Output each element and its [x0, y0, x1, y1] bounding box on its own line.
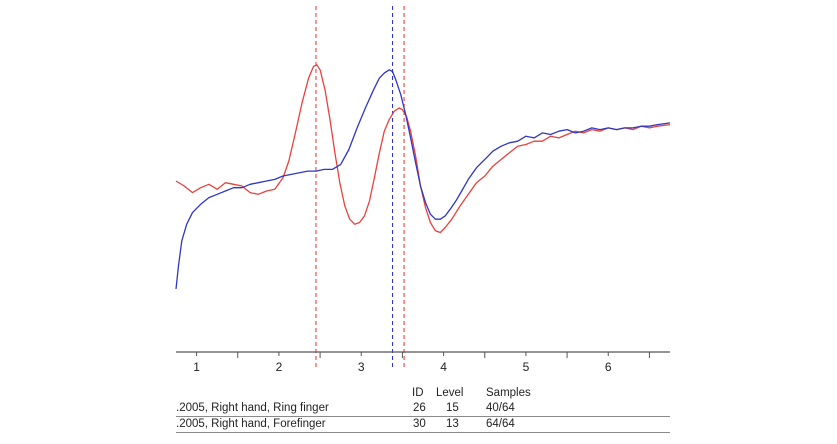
- legend-row-samples: 40/64: [486, 402, 515, 414]
- legend-table: ID Level Samples .2005, Right hand, Ring…: [176, 386, 670, 433]
- legend-row-id: 26: [413, 402, 426, 414]
- x-tick-label: 1: [193, 360, 200, 374]
- series-lines: [175, 64, 671, 289]
- legend-row-name: .2005, Right hand, Forefinger: [176, 418, 326, 430]
- x-tick-label: 4: [440, 360, 447, 374]
- legend-row-forefinger[interactable]: .2005, Right hand, Forefinger 30 13 64/6…: [176, 417, 670, 433]
- legend-header-id: ID: [412, 387, 424, 399]
- series-line-forefinger: [175, 69, 671, 289]
- legend-row-id: 30: [413, 418, 426, 430]
- legend-row-ring-finger[interactable]: .2005, Right hand, Ring finger 26 15 40/…: [176, 401, 670, 417]
- legend-row-name: .2005, Right hand, Ring finger: [176, 402, 329, 414]
- x-axis-ticks: 1 2 3 4 5 6: [193, 352, 650, 374]
- x-tick-label: 3: [358, 360, 365, 374]
- marker-lines: [315, 6, 405, 370]
- legend-row-level: 13: [446, 418, 459, 430]
- legend-header-level: Level: [436, 387, 464, 399]
- legend-header-samples: Samples: [486, 387, 531, 399]
- series-line-ring-finger: [175, 64, 671, 234]
- x-tick-label: 2: [276, 360, 283, 374]
- legend-row-level: 15: [446, 402, 459, 414]
- legend-row-samples: 64/64: [486, 418, 515, 430]
- x-tick-label: 5: [523, 360, 530, 374]
- x-tick-label: 6: [605, 360, 612, 374]
- legend-header-row: ID Level Samples: [176, 386, 670, 401]
